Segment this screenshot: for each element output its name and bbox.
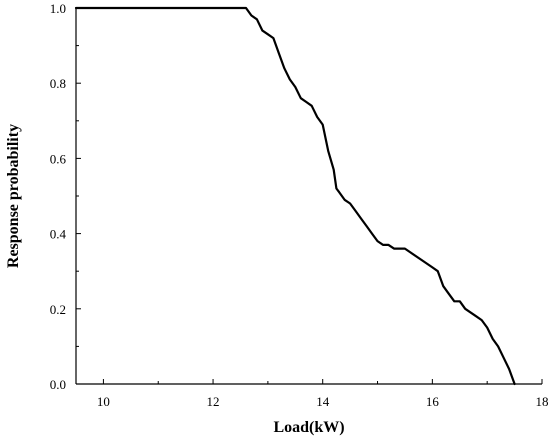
x-tick-label: 12 (207, 394, 220, 409)
y-tick-label: 0.8 (50, 76, 66, 91)
y-tick-label: 0.0 (50, 377, 66, 392)
x-tick-label: 10 (97, 394, 110, 409)
y-tick-label: 0.6 (50, 151, 67, 166)
y-tick-label: 0.4 (50, 227, 67, 242)
plot-area (74, 6, 516, 386)
x-axis-title: Load(kW) (273, 419, 344, 436)
y-tick-label: 1.0 (50, 1, 66, 16)
x-tick-label: 14 (316, 394, 330, 409)
x-tick-label: 16 (426, 394, 440, 409)
series-line (74, 6, 516, 386)
axes (75, 8, 542, 385)
y-tick-label: 0.2 (50, 302, 66, 317)
ticks: 10 12 14 16 18 0.0 0.2 0.4 0.6 0.8 1.0 (50, 1, 549, 409)
x-tick-label: 18 (536, 394, 549, 409)
y-axis-title: Response probability (5, 124, 22, 268)
